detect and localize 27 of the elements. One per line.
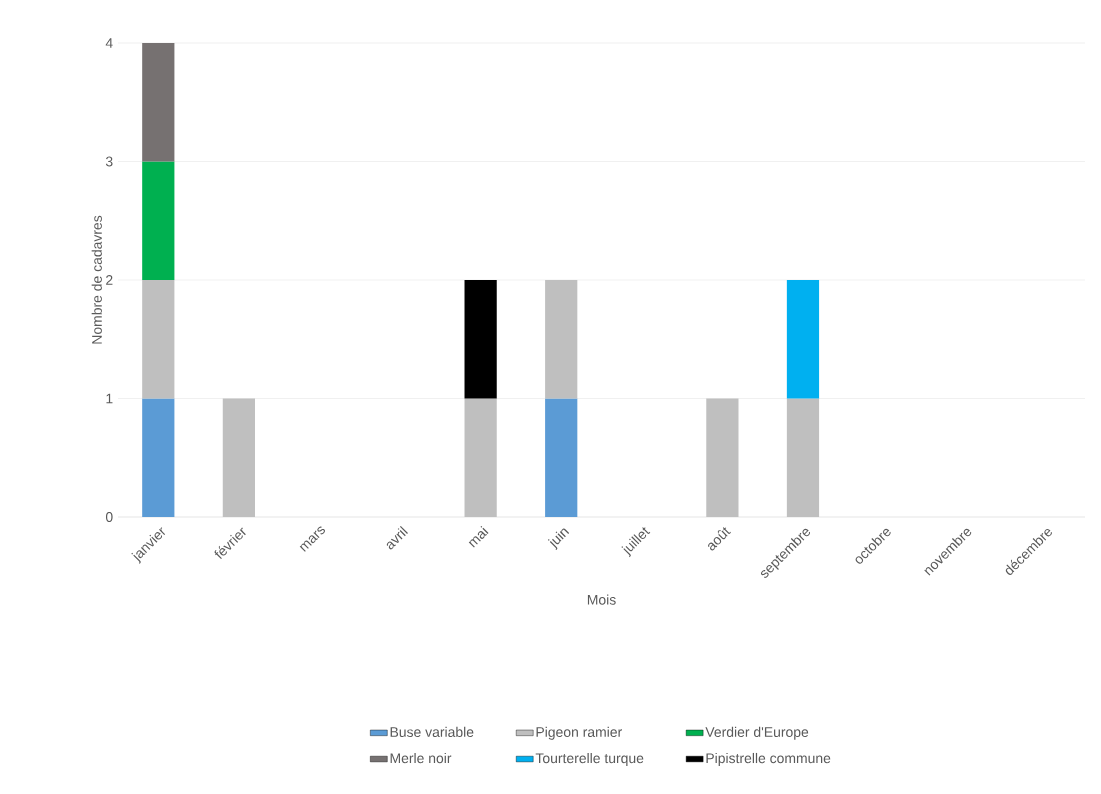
- legend-label: Pigeon ramier: [536, 726, 622, 740]
- bar: [222, 398, 255, 517]
- legend-label: Buse variable: [390, 726, 474, 737]
- y-tick-label: 3: [105, 156, 113, 167]
- bar: [786, 398, 820, 517]
- bar: [464, 398, 497, 517]
- legend-label: Merle noir: [390, 752, 452, 764]
- y-tick-label: 1: [106, 393, 113, 404]
- y-axis-title: Nombre de cadavres: [91, 215, 102, 344]
- bar: [545, 280, 578, 399]
- bar: [464, 280, 497, 399]
- bar: [706, 398, 739, 517]
- y-tick-label: 0: [105, 512, 113, 522]
- legend-label: Pipistrelle commune: [706, 752, 831, 766]
- bar: [786, 280, 820, 399]
- x-tick-label: juin: [547, 528, 570, 551]
- y-tick-label: 2: [106, 275, 113, 285]
- bar: [142, 280, 175, 399]
- y-tick-label: 4: [105, 38, 113, 48]
- legend-label: Verdier d'Europe: [705, 726, 809, 740]
- legend-label: Tourterelle turque: [535, 752, 644, 766]
- x-tick-label: mai: [468, 525, 489, 548]
- bar: [545, 398, 578, 517]
- x-axis-title: Mois: [587, 594, 616, 605]
- bar: [142, 161, 175, 280]
- bar: [142, 398, 175, 517]
- bar: [142, 43, 175, 162]
